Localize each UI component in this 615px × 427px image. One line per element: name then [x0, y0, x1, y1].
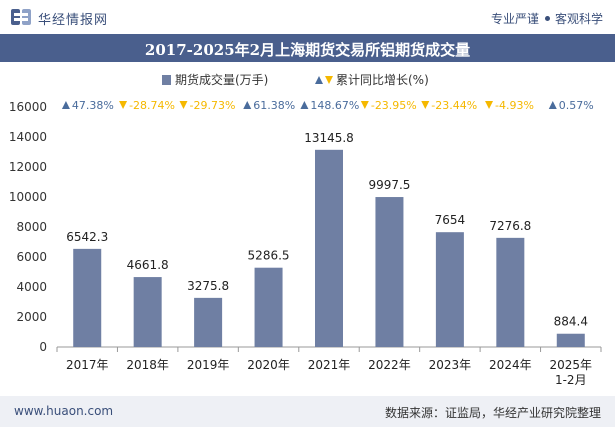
y-tick-label: 10000 — [9, 190, 47, 204]
y-tick-label: 12000 — [9, 160, 47, 174]
bar — [73, 248, 102, 347]
growth-label: 148.67% — [310, 99, 359, 112]
title-bar: 2017-2025年2月上海期货交易所铝期货成交量 — [0, 34, 615, 62]
slogan: 专业严谨 客观科学 — [491, 10, 603, 27]
footer-source: 数据来源：证监局，华经产业研究院整理 — [384, 406, 601, 420]
footer-site: www.huaon.com — [14, 404, 114, 418]
growth-down-triangle-icon — [421, 101, 430, 109]
growth-label: 47.38% — [72, 99, 114, 112]
bar-value-label: 884.4 — [554, 315, 588, 329]
growth-down-triangle-icon — [119, 101, 128, 109]
y-tick-label: 8000 — [16, 220, 47, 234]
growth-down-triangle-icon — [179, 101, 188, 109]
bar — [556, 333, 585, 347]
bar-value-label: 7654 — [435, 213, 466, 227]
slogan-right: 客观科学 — [554, 12, 603, 26]
x-tick-label: 2017年 — [66, 358, 109, 372]
growth-up-triangle-icon — [243, 101, 252, 109]
y-tick-label: 16000 — [9, 100, 47, 114]
bar — [194, 297, 223, 347]
growth-down-triangle-icon — [485, 101, 494, 109]
x-tick-label: 2025年 — [550, 358, 593, 372]
y-tick-label: 0 — [39, 340, 47, 354]
growth-label: -28.74% — [129, 99, 175, 112]
bar — [254, 267, 283, 347]
x-tick-label: 2024年 — [489, 358, 532, 372]
growth-up-triangle-icon — [548, 101, 557, 109]
x-tick-label: 2023年 — [429, 358, 472, 372]
bar — [496, 237, 525, 347]
legend-label-growth: 累计同比增长(%) — [336, 73, 429, 87]
chart-title: 2017-2025年2月上海期货交易所铝期货成交量 — [144, 41, 471, 59]
huajing-logo-icon — [11, 9, 31, 25]
brand-name: 华经情报网 — [38, 13, 109, 28]
legend-down-triangle-icon — [325, 76, 333, 84]
bar-value-label: 9997.5 — [368, 178, 410, 192]
bar-value-label: 13145.8 — [304, 131, 354, 145]
x-tick-label: 2022年 — [368, 358, 411, 372]
bar — [133, 277, 162, 347]
bar-value-label: 3275.8 — [187, 279, 229, 293]
x-tick-label: 2021年 — [308, 358, 351, 372]
x-tick-label: 2019年 — [187, 358, 230, 372]
growth-down-triangle-icon — [360, 101, 369, 109]
bar-value-label: 7276.8 — [489, 219, 531, 233]
legend-label-volume: 期货成交量(万手) — [175, 72, 268, 87]
top-bar: 华经情报网 专业严谨 客观科学 — [0, 0, 615, 34]
y-tick-label: 14000 — [9, 130, 47, 144]
x-tick-label: 2018年 — [126, 358, 169, 372]
bar-value-label: 6542.3 — [66, 230, 108, 244]
bar-value-label: 5286.5 — [248, 249, 290, 263]
growth-label: 0.57% — [559, 99, 594, 112]
bar — [315, 149, 343, 347]
growth-up-triangle-icon — [300, 101, 309, 109]
x-tick-label: 2020年 — [247, 358, 290, 372]
growth-label: -29.73% — [190, 99, 236, 112]
bar-value-label: 4661.8 — [127, 258, 169, 272]
y-tick-label: 6000 — [16, 250, 47, 264]
slogan-left: 专业严谨 — [490, 12, 539, 26]
growth-label: -23.44% — [431, 99, 477, 112]
bar — [375, 197, 404, 347]
x-tick-label: 1-2月 — [555, 373, 587, 387]
slogan-dot — [544, 16, 550, 21]
bar — [435, 232, 464, 347]
growth-label: 61.38% — [253, 99, 295, 112]
footer: www.huaon.com 数据来源：证监局，华经产业研究院整理 — [0, 396, 615, 427]
growth-label: -4.93% — [495, 99, 534, 112]
growth-label: -23.95% — [371, 99, 417, 112]
y-tick-label: 4000 — [16, 280, 47, 294]
growth-up-triangle-icon — [61, 101, 70, 109]
legend-up-triangle-icon — [315, 76, 323, 84]
legend-swatch-bar — [162, 75, 171, 85]
bar-chart: 0 2000 4000 6000 8000 10000 12000 14000 16000 654… — [9, 72, 602, 387]
y-tick-label: 2000 — [16, 310, 47, 324]
